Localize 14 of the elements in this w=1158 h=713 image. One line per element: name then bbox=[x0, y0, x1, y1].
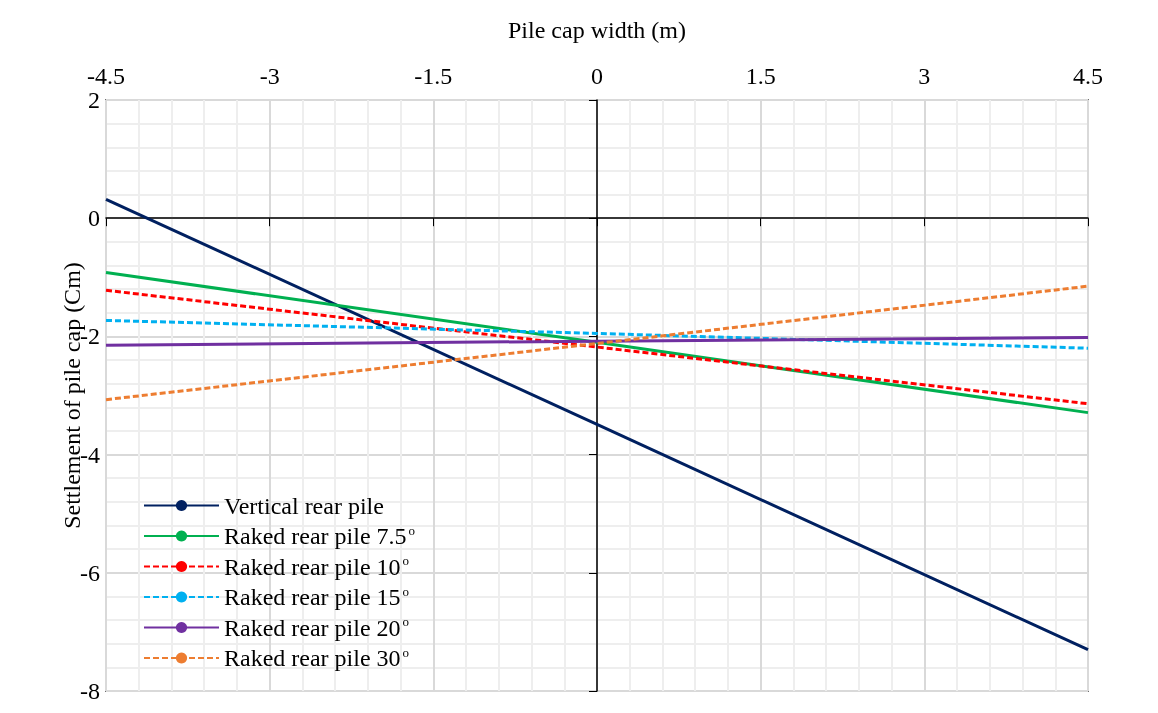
x-tick-label: 0 bbox=[591, 63, 603, 89]
y-tick-label: -4 bbox=[80, 441, 100, 468]
legend-label: Vertical rear pile bbox=[224, 492, 384, 519]
x-tick-label: 1.5 bbox=[745, 63, 776, 89]
y-tick-label: -6 bbox=[80, 559, 100, 586]
y-tick-label: 0 bbox=[88, 205, 100, 232]
x-tick-label: 4.5 bbox=[1073, 63, 1103, 89]
x-tick-label: 3 bbox=[918, 63, 931, 89]
x-axis-title: Pile cap width (m) bbox=[508, 17, 686, 43]
x-tick-label: -1.5 bbox=[414, 63, 453, 89]
x-tick-label: -4.5 bbox=[87, 63, 125, 89]
x-tick-label: -3 bbox=[259, 63, 280, 89]
y-tick-label: -8 bbox=[80, 678, 100, 704]
y-tick-label: 2 bbox=[88, 87, 100, 113]
